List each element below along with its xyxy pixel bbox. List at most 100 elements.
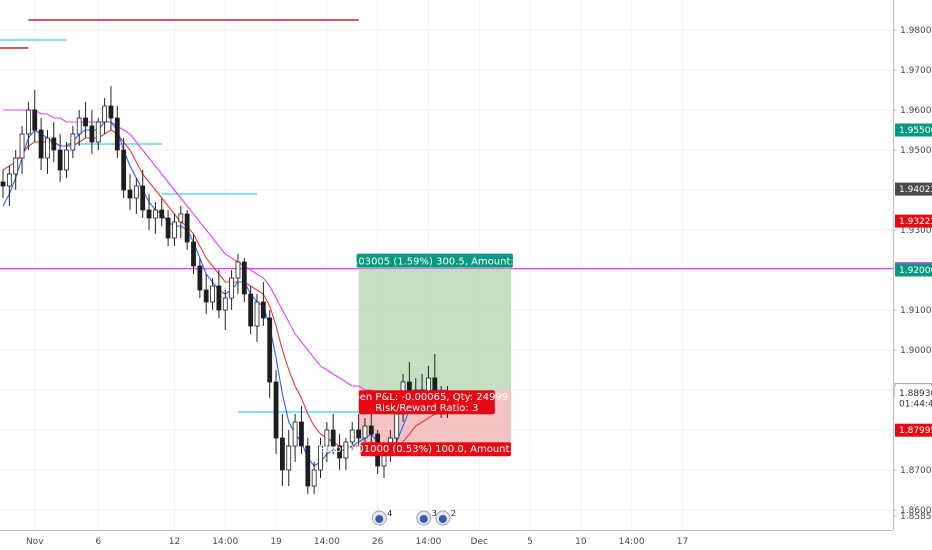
target-label-box — [356, 253, 513, 268]
candle — [146, 194, 152, 230]
candle-body — [108, 105, 114, 119]
candle — [133, 178, 139, 214]
candle — [45, 130, 50, 174]
event-marker[interactable]: 4 — [371, 509, 392, 526]
time-axis[interactable]: Nov 6 12 14:00 19 14:00 26 14:00 Dec 5 10 14:00 17 — [0, 530, 893, 548]
price-axis[interactable]: 1.980001.970001.960001.950001.940001.930… — [893, 0, 932, 530]
candle-body — [337, 445, 342, 459]
candle — [57, 134, 63, 182]
candle — [203, 274, 209, 314]
price-tag-box — [895, 397, 932, 411]
candle-body — [267, 317, 273, 383]
candle-body — [210, 285, 215, 303]
price-tick-label: 1.86000 — [900, 506, 932, 516]
candle — [248, 286, 254, 334]
candle-body — [83, 117, 88, 127]
event-marker[interactable]: 3 — [416, 509, 437, 526]
candle — [330, 414, 336, 454]
price-tag[interactable]: 1.95500 — [895, 123, 932, 137]
candle — [197, 258, 203, 298]
candle — [216, 270, 222, 318]
risk-reward-label: Risk/Reward Ratio: 3 — [375, 403, 478, 414]
candle-body — [273, 381, 279, 439]
price-tick-label: 1.93000 — [900, 226, 932, 236]
candle-body — [25, 109, 31, 135]
position-labels: Target: 0.03005 (1.59%) 300.5, Amount: 1… — [310, 253, 558, 457]
candle-body — [178, 213, 184, 223]
candle-body — [203, 289, 209, 303]
candle — [260, 282, 266, 326]
candle — [95, 118, 101, 150]
price-tag[interactable]: 1.92000 — [895, 263, 932, 277]
price-tick-label: 1.97000 — [900, 66, 932, 76]
flag-icon — [375, 515, 384, 523]
candle-body — [349, 429, 355, 443]
candle-body — [6, 173, 12, 187]
event-markers[interactable]: 4 3 2 — [371, 509, 456, 526]
candle — [349, 422, 355, 450]
price-tag[interactable]: 01:44:47 — [895, 397, 932, 411]
candle-body — [286, 445, 292, 471]
candle — [337, 434, 342, 470]
candle-body — [19, 133, 25, 159]
candle-body — [13, 157, 19, 175]
candle-body — [146, 209, 152, 219]
candle — [273, 370, 279, 454]
price-tag-box — [895, 214, 932, 228]
price-tag-label: 1.93222 — [899, 217, 932, 227]
candle — [0, 170, 6, 198]
candle — [64, 142, 69, 178]
price-tag[interactable]: 1.94022 — [895, 182, 932, 196]
candle-body — [362, 425, 368, 439]
price-tag-label: 1.94022 — [899, 185, 932, 195]
candle-body — [114, 117, 120, 151]
candle-body — [191, 241, 196, 267]
candle-body — [76, 117, 82, 135]
time-tick-label: 14:00 — [415, 537, 441, 547]
event-count-badge: 4 — [387, 509, 392, 518]
candle — [89, 110, 95, 154]
price-tag[interactable]: 1.93222 — [895, 214, 932, 228]
time-tick-label: 14:00 — [314, 537, 340, 547]
candle — [343, 438, 349, 470]
candle — [368, 410, 374, 442]
stop-label: Stop: 0.01000 (0.53%) 100.0, Amount: 750… — [319, 444, 551, 455]
price-tag-box — [895, 182, 932, 196]
candle — [32, 90, 38, 142]
candle — [108, 86, 114, 130]
candle — [165, 210, 171, 246]
candle — [19, 126, 25, 174]
price-tag-box — [895, 263, 932, 277]
price-tag-label: 1.95500 — [899, 126, 932, 136]
time-tick-label: 26 — [372, 537, 384, 547]
event-marker[interactable]: 2 — [435, 509, 456, 526]
candle — [235, 254, 241, 294]
price-tick-label: 1.95000 — [900, 146, 932, 156]
candle-body — [318, 445, 323, 471]
pnl-label: Open P&L: -0.00065, Qty: 24999 — [346, 392, 509, 403]
price-tick-label: 1.96000 — [900, 106, 932, 116]
price-tick-label: 1.98000 — [900, 26, 932, 36]
candle — [318, 438, 323, 478]
pnl-label-box — [358, 390, 495, 415]
candle-body — [102, 105, 107, 123]
candle-body — [172, 221, 177, 239]
candle — [305, 438, 311, 494]
candle-body — [248, 293, 254, 327]
price-tag-box — [895, 423, 932, 437]
candle — [241, 258, 247, 302]
time-tick-label: 14:00 — [212, 537, 238, 547]
candle — [222, 290, 228, 330]
candle-body — [121, 149, 127, 191]
candle-body — [394, 413, 400, 439]
price-tick-label: 1.85850 — [900, 512, 932, 522]
candle-body — [254, 301, 260, 327]
candle — [102, 98, 107, 134]
price-tag[interactable]: 1.87995 — [895, 423, 932, 437]
time-tick-label: Nov — [26, 537, 44, 547]
candle — [299, 406, 304, 454]
time-tick-label: 17 — [677, 537, 688, 547]
